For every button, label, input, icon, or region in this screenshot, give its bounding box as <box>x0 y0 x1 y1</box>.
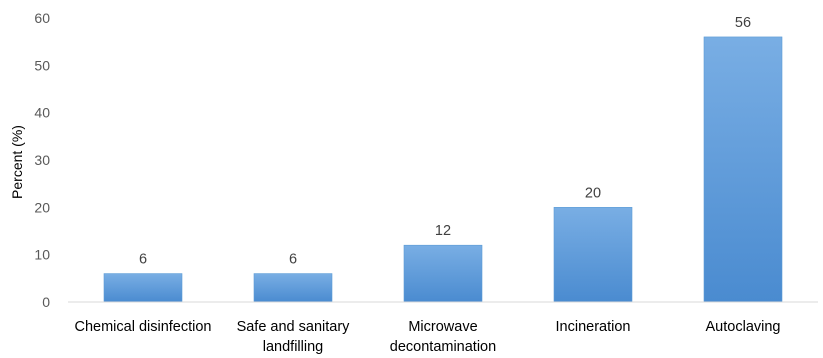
y-axis-ticks: 0 10 20 30 40 50 60 <box>34 10 50 310</box>
data-label: 12 <box>435 223 451 239</box>
bars <box>103 36 783 303</box>
data-label: 6 <box>289 252 297 268</box>
y-tick-label: 20 <box>34 199 50 215</box>
bar <box>253 273 333 303</box>
y-tick-label: 10 <box>34 247 50 263</box>
data-label: 20 <box>585 185 601 201</box>
category-label: Incineration <box>556 319 631 335</box>
y-tick-label: 30 <box>34 152 50 168</box>
data-label: 6 <box>139 252 147 268</box>
data-label: 56 <box>735 15 751 31</box>
y-tick-label: 40 <box>34 105 50 121</box>
bar <box>103 273 183 303</box>
category-label: Chemical disinfection <box>74 319 211 335</box>
category-label: Autoclaving <box>706 319 781 335</box>
bar <box>553 207 633 303</box>
category-labels: Chemical disinfection Safe and sanitary la… <box>74 319 780 355</box>
category-label: Safe and sanitary landfilling <box>237 319 351 355</box>
bar <box>703 36 783 303</box>
y-tick-label: 50 <box>34 57 50 73</box>
data-labels: 6 6 12 20 56 <box>139 15 751 268</box>
category-label: Microwave decontamination <box>390 319 496 355</box>
y-tick-label: 0 <box>42 294 50 310</box>
y-axis-label: Percent (%) <box>9 125 25 199</box>
y-tick-label: 60 <box>34 10 50 26</box>
bar <box>403 244 483 303</box>
